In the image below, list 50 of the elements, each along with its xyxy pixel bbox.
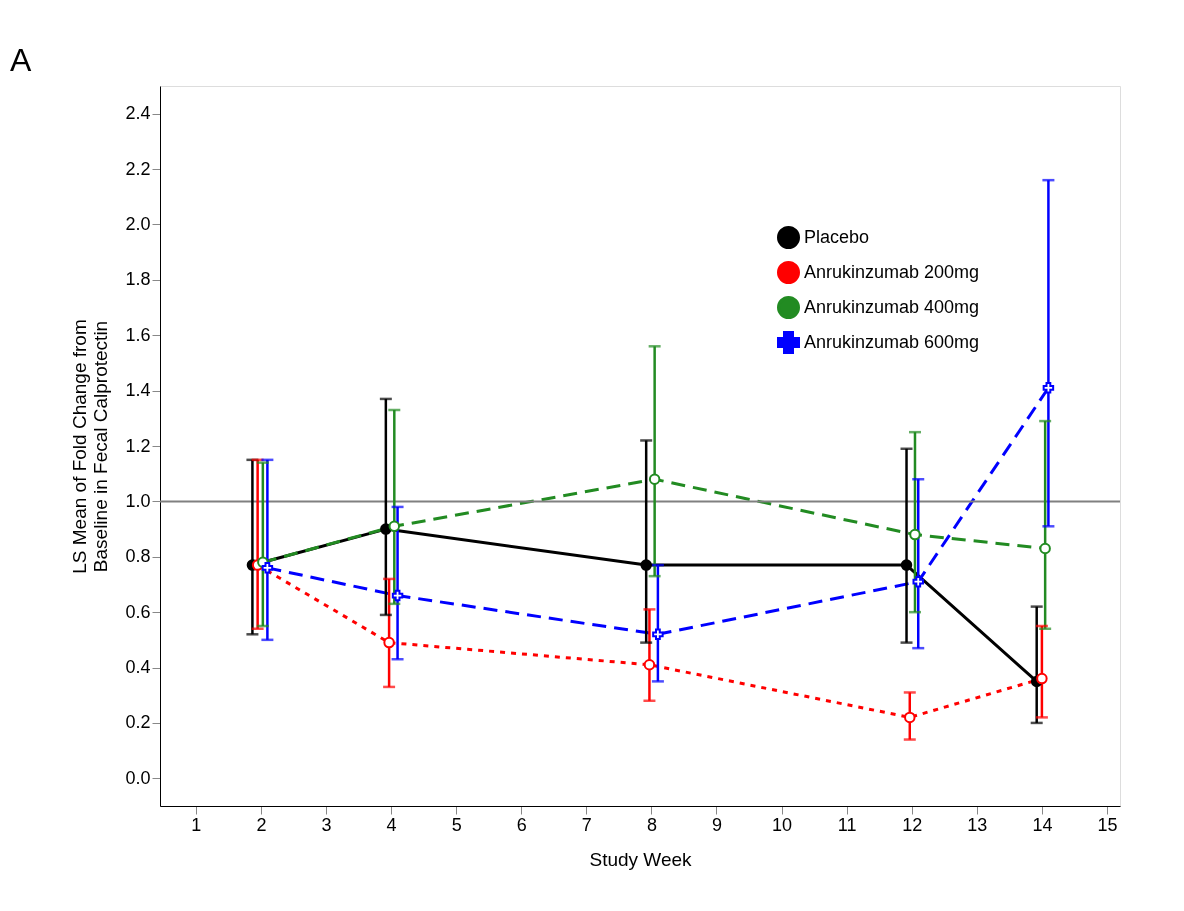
y-tick-label: 2.4 (125, 103, 151, 124)
legend-label: Anrukinzumab 600mg (804, 331, 980, 352)
point (640, 559, 652, 571)
legend-label: Placebo (804, 226, 870, 247)
y-tick-label: 2.2 (125, 158, 151, 179)
y-tick-label: 1.4 (125, 380, 151, 401)
y-tick-label: 0.4 (125, 657, 151, 678)
x-tick-label: 5 (451, 814, 462, 835)
x-tick-label: 15 (1097, 814, 1118, 835)
x-tick-label: 11 (837, 814, 857, 835)
point (909, 528, 921, 541)
point (904, 711, 916, 724)
x-tick-label: 2 (256, 814, 267, 835)
y-tick-label: 0.8 (125, 546, 151, 567)
x-tick-label: 4 (386, 814, 397, 835)
y-tick-label: 2.0 (125, 213, 151, 234)
legend-label: Anrukinzumab 200mg (804, 261, 980, 282)
y-tick-label: 0.0 (125, 767, 151, 788)
x-tick-label: 9 (711, 814, 722, 835)
y-tick-label: 1.8 (125, 269, 151, 290)
x-tick-label: 3 (321, 814, 332, 835)
y-tick-label: 1.0 (125, 490, 151, 511)
point (643, 659, 656, 671)
y-axis-title: LS Mean of Fold Change from Baseline in Fecal Calprotectin (69, 319, 112, 574)
point (912, 575, 924, 588)
y-tick-label: 0.6 (125, 601, 151, 622)
x-tick-label: 13 (967, 814, 988, 835)
y-tick-label: 0.2 (125, 712, 151, 733)
y-tick-label: 1.2 (125, 435, 151, 456)
point (1042, 382, 1055, 394)
point (900, 559, 913, 571)
point (648, 473, 661, 485)
point (383, 636, 395, 649)
x-tick-label: 7 (581, 814, 592, 835)
legend-label: Anrukinzumab 400mg (804, 296, 980, 317)
x-tick-label: 14 (1032, 814, 1053, 835)
x-tick-label: 6 (516, 814, 527, 835)
x-tick-label: 10 (772, 814, 793, 835)
point (261, 562, 274, 574)
text: A (10, 42, 32, 78)
x-tick-label: 8 (646, 814, 657, 835)
point (380, 523, 392, 535)
x-tick-label: 1 (191, 814, 202, 835)
x-axis-title: Study Week (589, 848, 693, 870)
point (1036, 672, 1048, 685)
y-tick-label: 1.6 (125, 324, 151, 345)
point (652, 628, 664, 641)
point (388, 520, 401, 533)
point (1039, 542, 1051, 555)
x-tick-label: 12 (902, 814, 923, 835)
